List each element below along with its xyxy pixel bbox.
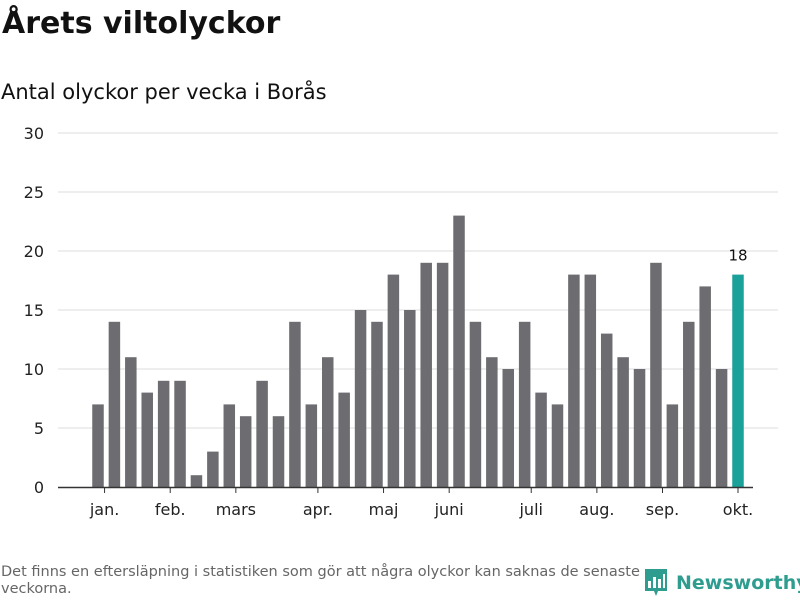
- bar-week-9: [223, 404, 236, 487]
- bar-week-2: [108, 321, 121, 487]
- y-tick-label-15: 15: [24, 301, 44, 320]
- bar-week-33: [617, 357, 629, 487]
- bar-week-21: [420, 262, 432, 487]
- bar-week-16: [338, 392, 350, 487]
- x-tick-label-maj: maj: [369, 500, 399, 519]
- bar-week-10: [239, 416, 252, 487]
- bar-week-3: [125, 357, 137, 487]
- bar-week-37: [683, 321, 695, 487]
- y-tick-label-10: 10: [24, 360, 44, 379]
- x-tick-label-jan.: jan.: [89, 500, 119, 519]
- brand-logo[interactable]: Newsworthy: [644, 568, 800, 598]
- y-tick-label-5: 5: [34, 419, 44, 438]
- bar-week-17: [354, 310, 367, 487]
- bar-week-30: [568, 274, 580, 487]
- bar-week-26: [502, 369, 515, 487]
- bar-week-40: [732, 274, 744, 487]
- bar-week-23: [453, 215, 465, 487]
- bar-week-11: [256, 380, 268, 487]
- y-tick-label-0: 0: [34, 478, 44, 497]
- chart-title: Årets viltolyckor: [2, 6, 281, 41]
- y-tick-label-25: 25: [24, 183, 44, 202]
- brand-name: Newsworthy: [676, 572, 800, 594]
- footnote: Det finns en eftersläpning i statistiken…: [1, 564, 640, 597]
- bar-week-15: [321, 357, 334, 487]
- bar-week-5: [157, 380, 170, 487]
- y-axis-ticks: 0 5 10 15 20 25 30: [24, 124, 44, 497]
- bar-chart-logo-icon: [645, 569, 667, 596]
- bar-week-38: [699, 286, 711, 487]
- bar-week-13: [289, 321, 301, 487]
- bar-week-4: [141, 392, 153, 487]
- x-axis-ticks: jan. feb. mars apr. maj juni juli aug. sep. okt.: [89, 487, 753, 519]
- bar-week-25: [486, 357, 498, 487]
- x-tick-label-apr.: apr.: [303, 500, 333, 519]
- x-tick-label-feb.: feb.: [155, 500, 186, 519]
- bar-week-14: [305, 404, 318, 487]
- bar-week-28: [535, 392, 547, 487]
- bar-week-31: [584, 274, 597, 487]
- bar-week-6: [174, 380, 186, 487]
- bar-week-32: [600, 333, 613, 487]
- bar-week-22: [436, 262, 449, 487]
- x-tick-label-juni: juni: [434, 500, 464, 519]
- bar-week-34: [633, 369, 646, 487]
- bar-week-24: [469, 321, 482, 487]
- y-tick-label-30: 30: [24, 124, 44, 143]
- bar-week-8: [207, 451, 219, 487]
- x-tick-label-aug.: aug.: [579, 500, 614, 519]
- bar-week-29: [551, 404, 564, 487]
- data-label-highlight: 18: [728, 247, 747, 265]
- x-tick-label-mars: mars: [216, 500, 256, 519]
- bar-week-27: [518, 321, 531, 487]
- x-tick-label-juli: juli: [518, 500, 542, 519]
- y-tick-label-20: 20: [24, 242, 44, 261]
- chart-subtitle: Antal olyckor per vecka i Borås: [1, 80, 327, 104]
- bar-week-35: [650, 262, 662, 487]
- bar-week-7: [190, 475, 203, 487]
- bars: [92, 215, 744, 487]
- data-labels: 18: [728, 247, 747, 265]
- bar-week-18: [371, 321, 383, 487]
- x-tick-label-sep.: sep.: [646, 500, 679, 519]
- bar-week-12: [272, 416, 285, 487]
- bar-week-19: [387, 274, 400, 487]
- x-tick-label-okt.: okt.: [723, 500, 753, 519]
- bar-week-20: [404, 310, 416, 487]
- bar-week-1: [92, 404, 104, 487]
- bar-week-39: [715, 369, 728, 487]
- bar-week-36: [666, 404, 679, 487]
